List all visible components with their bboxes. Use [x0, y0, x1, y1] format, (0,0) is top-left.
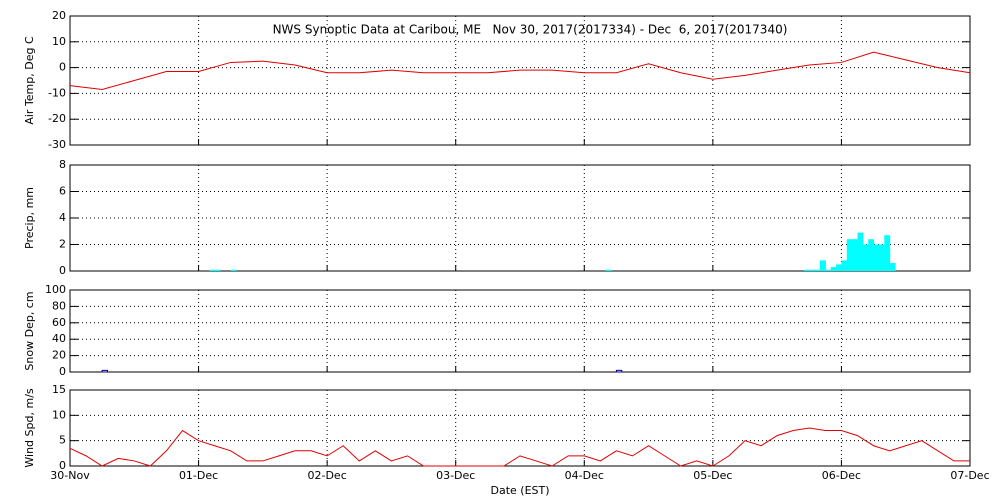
y-axis-label: Precip, mm: [23, 187, 36, 249]
bar: [101, 369, 109, 373]
x-tick-label: 04-Dec: [565, 469, 604, 482]
bar: [884, 235, 891, 271]
x-tick-label: 30-Nov: [50, 469, 90, 482]
bar: [868, 239, 875, 271]
y-tick-label: 40: [52, 332, 66, 345]
bar: [857, 232, 864, 271]
y-tick-label: 20: [52, 9, 66, 22]
bar: [209, 269, 216, 271]
y-tick-label: 60: [52, 316, 66, 329]
y-tick-label: -30: [48, 138, 66, 151]
x-tick-label: 03-Dec: [436, 469, 475, 482]
bar: [803, 269, 810, 271]
y-tick-label: 0: [59, 459, 66, 472]
y-tick-label: 8: [59, 158, 66, 171]
bar: [814, 269, 821, 271]
panel-frame: [69, 289, 971, 373]
bar: [820, 260, 826, 271]
y-tick-label: -20: [48, 112, 66, 125]
bar: [878, 244, 885, 271]
panel-frame: [69, 15, 971, 146]
bar: [214, 269, 221, 271]
bar: [605, 269, 612, 271]
y-axis-label: Air Temp, Deg C: [23, 36, 36, 125]
x-axis-label: Date (EST): [490, 484, 549, 497]
x-tick-label: 02-Dec: [308, 469, 347, 482]
y-tick-label: 5: [59, 434, 66, 447]
x-tick-label: 06-Dec: [822, 469, 861, 482]
bar: [889, 263, 896, 271]
data-line: [69, 51, 971, 91]
y-tick-label: 80: [52, 299, 66, 312]
chart-title: NWS Synoptic Data at Caribou, ME Nov 30,…: [273, 23, 788, 37]
panel-frame: [69, 389, 971, 467]
bar: [230, 269, 237, 271]
y-tick-label: 4: [59, 211, 66, 224]
bar: [615, 369, 623, 373]
y-tick-label: 10: [52, 408, 66, 421]
x-tick-label: 05-Dec: [693, 469, 732, 482]
bar: [852, 239, 859, 271]
bar: [873, 244, 880, 271]
y-tick-label: 0: [59, 365, 66, 378]
y-axis-label: Wind Spd, m/s: [23, 388, 36, 468]
bar: [846, 239, 853, 271]
bar: [830, 267, 837, 271]
y-tick-label: 10: [52, 35, 66, 48]
y-axis-label: Snow Dep, cm: [23, 291, 36, 370]
y-tick-label: 100: [45, 283, 66, 296]
y-tick-label: 15: [52, 383, 66, 396]
y-tick-label: 0: [59, 264, 66, 277]
data-line: [69, 427, 970, 467]
y-tick-label: -10: [48, 86, 66, 99]
bar: [825, 269, 832, 271]
y-tick-label: 20: [52, 349, 66, 362]
bar: [862, 244, 869, 271]
y-tick-label: 0: [59, 61, 66, 74]
bar: [841, 260, 848, 271]
x-tick-label: 01-Dec: [179, 469, 218, 482]
x-tick-label: 07-Dec: [950, 469, 989, 482]
y-tick-label: 6: [59, 185, 66, 198]
y-tick-label: 2: [59, 238, 66, 251]
bar: [809, 269, 816, 271]
bar: [836, 264, 842, 271]
